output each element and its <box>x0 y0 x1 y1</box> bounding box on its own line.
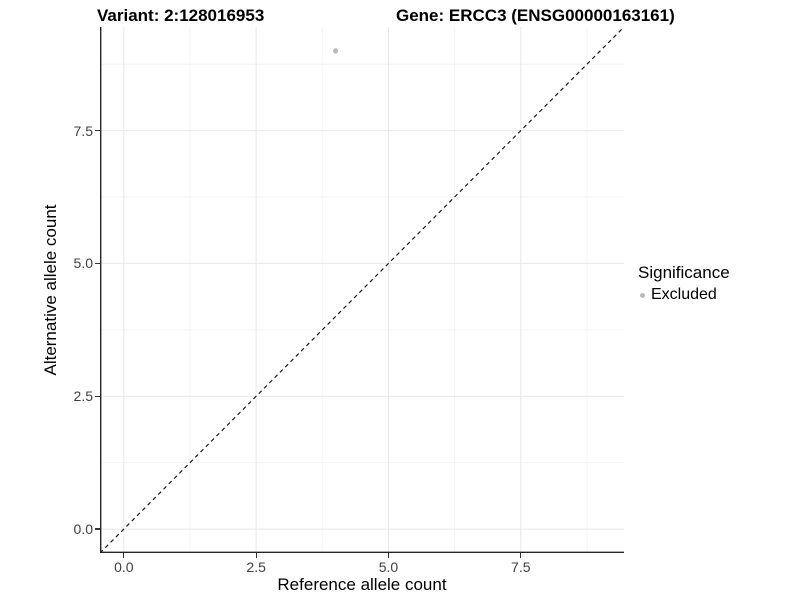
plot-svg <box>100 27 624 553</box>
y-tick-label: 7.5 <box>73 122 93 139</box>
y-tick-label: 5.0 <box>73 255 93 272</box>
x-axis-title: Reference allele count <box>277 575 447 594</box>
y-tick-mark <box>95 528 100 530</box>
variant-title: Variant: 2:128016953 <box>97 6 265 25</box>
y-tick-label: 0.0 <box>73 521 93 538</box>
gene-title: Gene: ERCC3 (ENSG00000163161) <box>396 6 675 25</box>
y-tick-mark <box>95 262 100 265</box>
legend-title: Significance <box>638 263 730 282</box>
x-tick-mark <box>123 553 125 558</box>
legend-point-icon <box>640 292 645 298</box>
y-tick-mark <box>95 395 100 397</box>
y-tick-mark <box>95 130 100 132</box>
x-tick-label: 7.5 <box>511 559 531 575</box>
identity-line <box>100 27 624 553</box>
plot-panel <box>100 27 624 553</box>
x-tick-mark <box>387 553 390 558</box>
legend-item-label: Excluded <box>651 286 717 303</box>
data-point <box>332 48 339 54</box>
x-tick-label: 0.0 <box>114 559 134 575</box>
y-tick-label: 2.5 <box>73 388 93 405</box>
x-tick-label: 2.5 <box>246 559 266 575</box>
x-tick-label: 5.0 <box>378 559 399 575</box>
legend-item: Excluded <box>638 286 730 304</box>
legend: Significance Excluded <box>638 263 730 304</box>
y-axis-title: Alternative allele count <box>41 204 60 376</box>
x-tick-mark <box>520 553 522 558</box>
x-tick-mark <box>255 553 257 558</box>
